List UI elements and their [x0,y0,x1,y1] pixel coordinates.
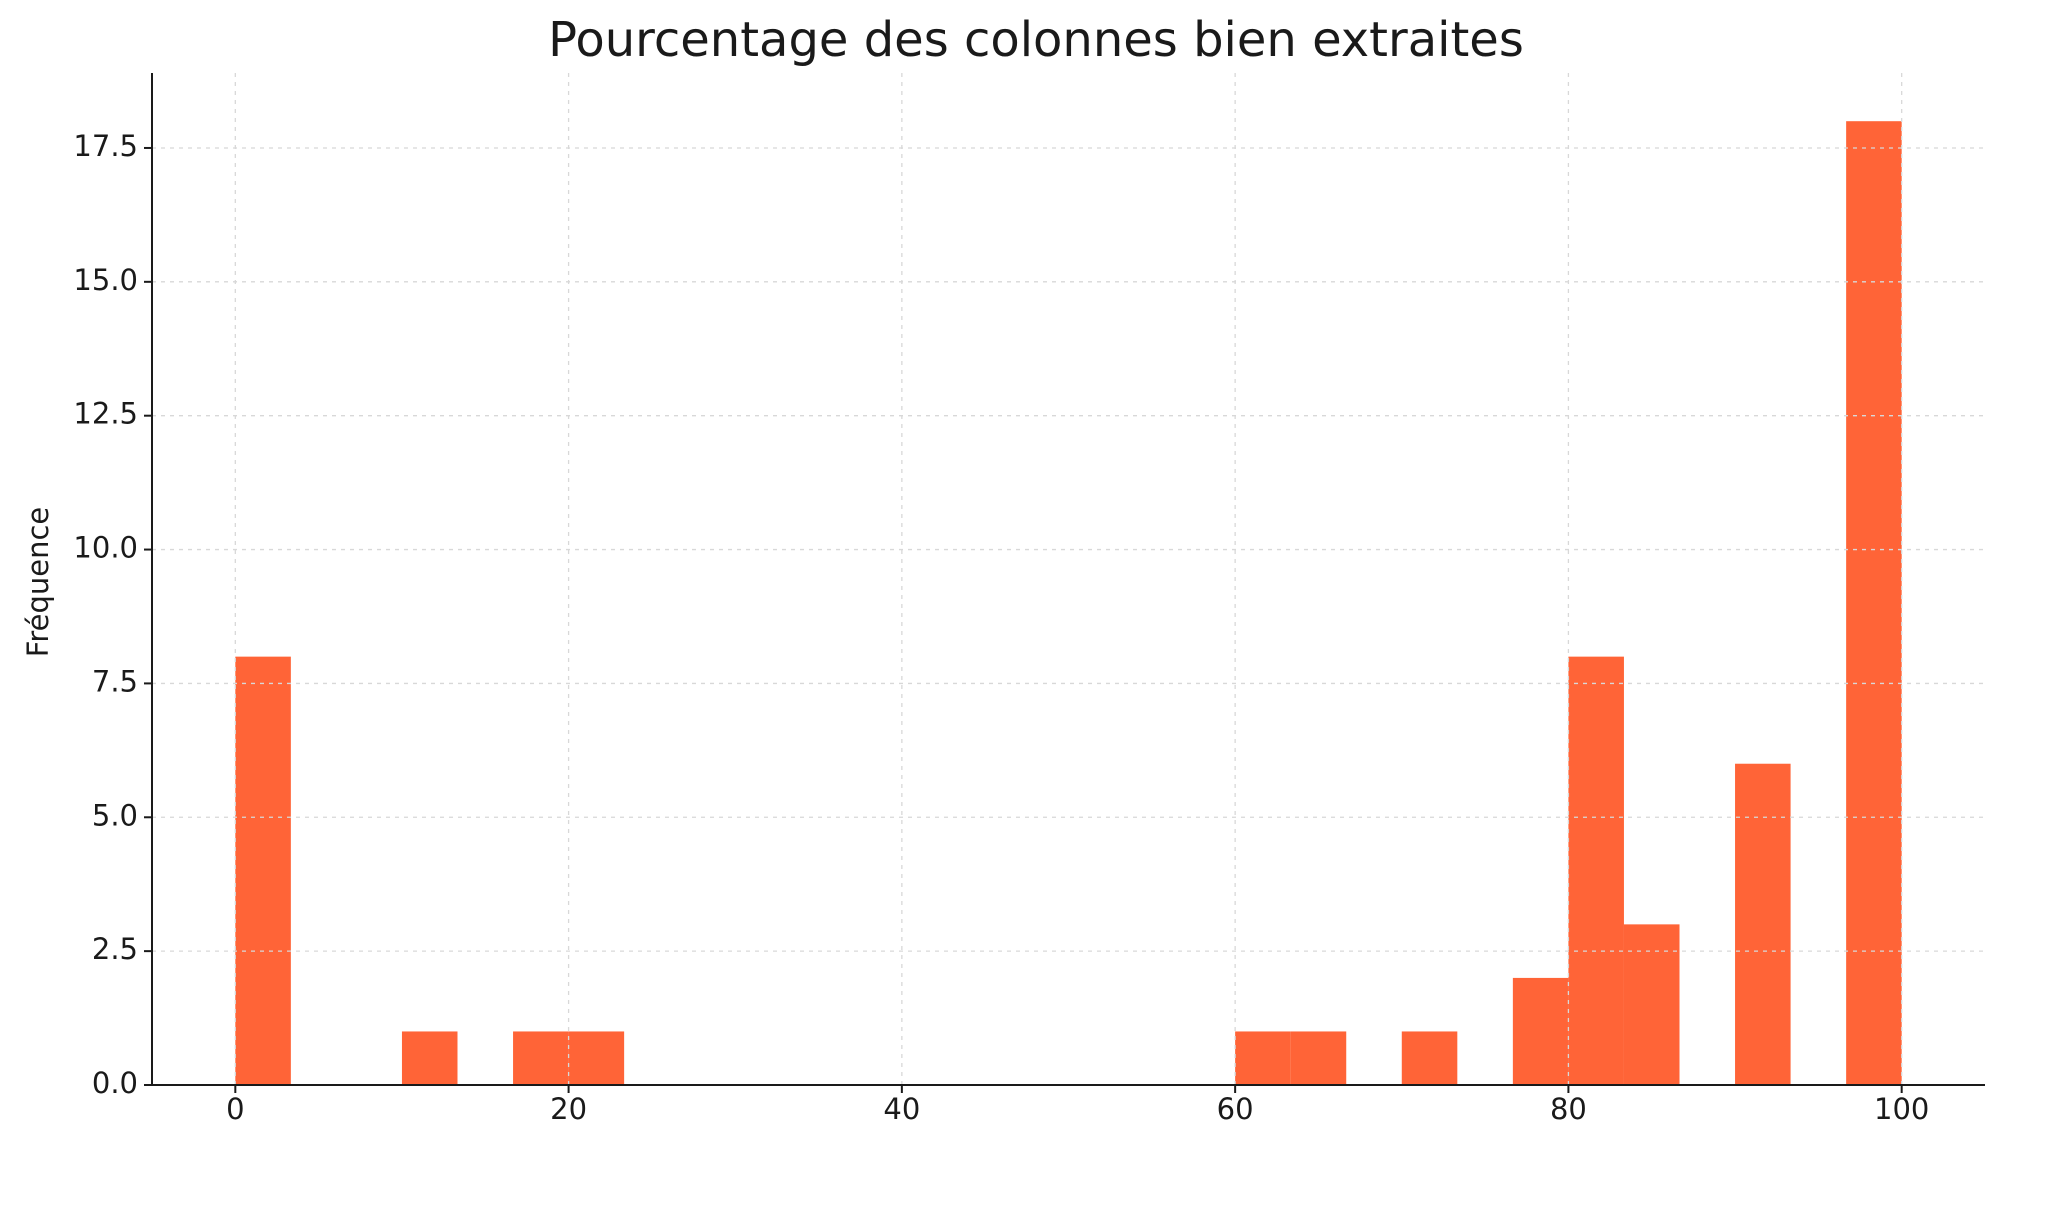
y-tick-label: 7.5 [92,664,138,698]
y-tick-label: 10.0 [73,531,138,565]
x-tick-label: 60 [1217,1092,1254,1126]
bar [1290,1031,1347,1085]
y-tick-label: 5.0 [92,798,138,832]
bar [1623,924,1680,1085]
bar [235,656,291,1085]
y-tick-label: 12.5 [73,397,138,431]
y-tick-label: 17.5 [73,129,138,163]
y-tick-label: 0.0 [92,1066,138,1100]
bar [1846,121,1902,1085]
bar [1401,1031,1458,1085]
bar [1512,977,1569,1085]
y-tick-label: 15.0 [73,263,138,297]
y-tick-label: 2.5 [92,932,138,966]
bar [513,1031,569,1085]
x-tick-label: 20 [550,1092,587,1126]
x-tick-label: 100 [1874,1092,1929,1126]
bar [401,1031,458,1085]
chart-title: Pourcentage des colonnes bien extraites [548,12,1524,68]
bar [568,1031,625,1085]
x-tick-label: 40 [883,1092,920,1126]
y-axis-label: Fréquence [21,507,55,658]
x-tick-label: 80 [1550,1092,1587,1126]
bar [1735,763,1791,1085]
bar [1235,1031,1291,1085]
bar [1568,656,1624,1085]
x-tick-label: 0 [226,1092,244,1126]
